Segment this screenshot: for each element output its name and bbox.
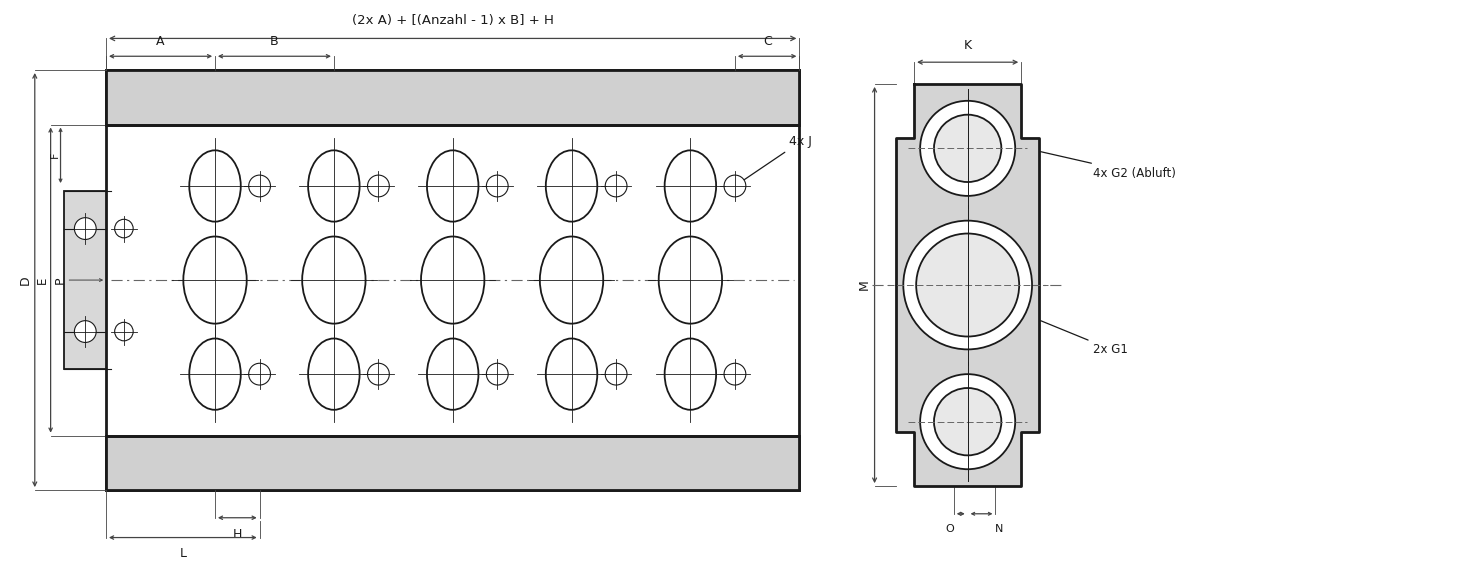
- Circle shape: [935, 388, 1002, 455]
- Text: 4x J: 4x J: [738, 135, 812, 184]
- Circle shape: [916, 234, 1019, 336]
- Text: A: A: [156, 36, 165, 48]
- Ellipse shape: [545, 150, 598, 222]
- Ellipse shape: [184, 236, 246, 324]
- Ellipse shape: [190, 150, 241, 222]
- Ellipse shape: [190, 339, 241, 410]
- Circle shape: [249, 175, 271, 197]
- Text: L: L: [179, 548, 187, 560]
- Circle shape: [367, 363, 389, 385]
- Bar: [106, 70, 799, 125]
- Text: 4x G2 (Abluft): 4x G2 (Abluft): [1031, 148, 1177, 180]
- Circle shape: [367, 175, 389, 197]
- Circle shape: [74, 218, 96, 239]
- Text: K: K: [964, 39, 971, 52]
- Text: H: H: [233, 528, 242, 541]
- Text: M: M: [859, 280, 872, 290]
- Bar: [106, 70, 799, 490]
- Circle shape: [487, 363, 509, 385]
- Text: O: O: [945, 523, 954, 534]
- Circle shape: [605, 175, 627, 197]
- Circle shape: [904, 220, 1032, 350]
- Text: C: C: [763, 36, 771, 48]
- Circle shape: [725, 363, 746, 385]
- Text: 2x G1: 2x G1: [1029, 316, 1128, 356]
- Bar: [64, 191, 106, 369]
- Text: F: F: [50, 152, 60, 158]
- Circle shape: [725, 175, 746, 197]
- Circle shape: [249, 363, 271, 385]
- Bar: [106, 436, 799, 490]
- Text: D: D: [19, 276, 32, 285]
- Polygon shape: [897, 84, 1040, 486]
- Ellipse shape: [421, 236, 484, 324]
- Circle shape: [115, 219, 133, 238]
- Text: B: B: [270, 36, 278, 48]
- Circle shape: [920, 101, 1015, 196]
- Circle shape: [605, 363, 627, 385]
- Ellipse shape: [665, 150, 716, 222]
- Circle shape: [920, 374, 1015, 469]
- Circle shape: [74, 321, 96, 343]
- Circle shape: [115, 323, 133, 341]
- Text: E: E: [36, 276, 50, 284]
- Ellipse shape: [302, 236, 366, 324]
- Ellipse shape: [308, 150, 360, 222]
- Ellipse shape: [427, 150, 478, 222]
- Ellipse shape: [545, 339, 598, 410]
- Circle shape: [487, 175, 509, 197]
- Ellipse shape: [665, 339, 716, 410]
- Circle shape: [935, 115, 1002, 182]
- Ellipse shape: [539, 236, 604, 324]
- Text: P: P: [54, 276, 67, 284]
- Text: N: N: [996, 523, 1003, 534]
- Ellipse shape: [659, 236, 722, 324]
- Ellipse shape: [308, 339, 360, 410]
- Ellipse shape: [427, 339, 478, 410]
- Text: (2x A) + [(Anzahl - 1) x B] + H: (2x A) + [(Anzahl - 1) x B] + H: [351, 14, 554, 26]
